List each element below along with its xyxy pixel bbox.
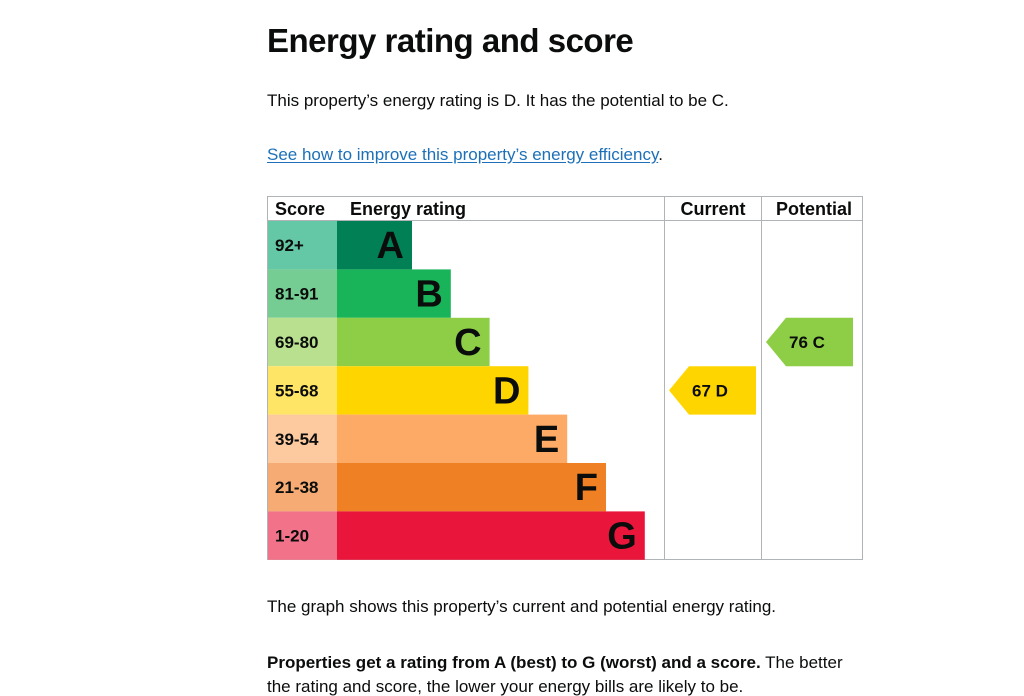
rating-intro-text: This property’s energy rating is D. It h… (267, 91, 729, 110)
rating-letter-d: D (493, 370, 520, 412)
score-range-label-a: 92+ (275, 236, 304, 255)
page-title: Energy rating and score (267, 22, 634, 59)
score-range-cell-g (268, 511, 337, 560)
score-range-label-c: 69-80 (275, 333, 318, 352)
score-range-label-d: 55-68 (275, 381, 318, 400)
current-rating-arrow (669, 366, 756, 415)
rating-letter-f: F (575, 467, 598, 509)
score-range-cell-e (268, 414, 337, 463)
rating-info-bold: Properties get a rating from A (best) to… (267, 653, 761, 672)
rating-bar-d (337, 366, 529, 415)
rating-letter-b: B (415, 274, 442, 316)
score-range-cell-d (268, 366, 337, 415)
link-suffix: . (658, 145, 663, 164)
rating-letter-e: E (534, 419, 559, 461)
rating-bands: 92+ A 81-91 B 69-80 C 55-68 D 39-54 E 21-38 F 1-20 G (268, 221, 645, 560)
header-potential: Potential (776, 199, 852, 219)
header-current: Current (680, 199, 745, 219)
rating-info-rest: The better the rating and score, the low… (267, 653, 843, 696)
header-energy-rating: Energy rating (350, 199, 466, 219)
score-range-label-b: 81-91 (275, 285, 318, 304)
score-range-cell-c (268, 317, 337, 367)
rating-bar-e (337, 414, 568, 463)
score-range-cell-a (268, 221, 337, 270)
current-rating-label: 67 D (692, 381, 728, 400)
potential-rating-arrow (766, 317, 853, 367)
energy-rating-chart: Score Energy rating Current Potential 92… (267, 196, 863, 560)
improve-link-line: See how to improve this property’s energ… (267, 145, 663, 165)
rating-bar-a (337, 221, 412, 270)
rating-indicators: 67 D 76 C (669, 317, 853, 415)
rating-bar-g (337, 511, 645, 560)
rating-bar-f (337, 463, 606, 512)
rating-bar-c (337, 317, 490, 367)
score-range-label-g: 1-20 (275, 527, 309, 546)
rating-bar-b (337, 269, 451, 318)
score-range-cell-f (268, 463, 337, 512)
score-range-cell-b (268, 269, 337, 318)
score-range-label-f: 21-38 (275, 478, 318, 497)
rating-letter-c: C (454, 322, 481, 364)
rating-letter-a: A (377, 225, 404, 267)
score-range-label-e: 39-54 (275, 430, 319, 449)
improve-efficiency-link[interactable]: See how to improve this property’s energ… (267, 145, 659, 164)
header-score: Score (275, 199, 325, 219)
potential-rating-label: 76 C (789, 333, 825, 352)
rating-info-text: Properties get a rating from A (best) to… (267, 651, 867, 696)
rating-letter-g: G (607, 516, 637, 558)
graph-caption: The graph shows this property’s current … (267, 597, 777, 616)
